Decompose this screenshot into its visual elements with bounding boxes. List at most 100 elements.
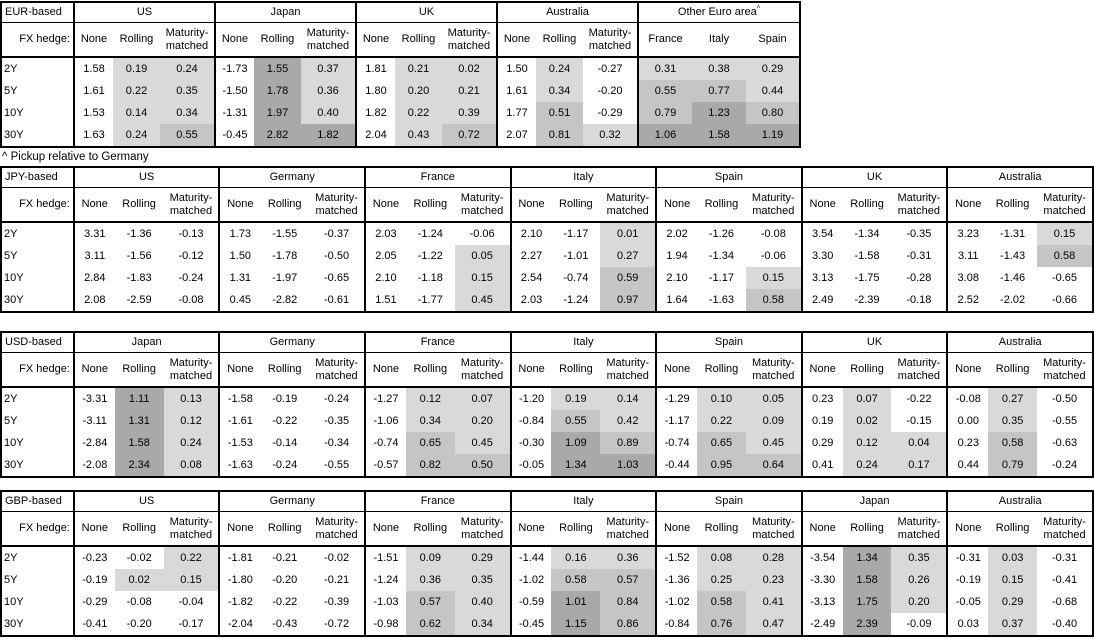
value-cell: 0.21 xyxy=(395,57,442,80)
hedge-col-header: Maturity-matched xyxy=(163,352,220,388)
country-header-germany: Germany xyxy=(218,167,365,188)
jpy-table-mount: JPY-based US Germany France Italy Spain UK Aust… xyxy=(0,166,1094,313)
value-cell: 0.19 xyxy=(113,57,160,80)
hedge-col-header: Maturity-matched xyxy=(1037,511,1093,547)
value-cell: 2.52 xyxy=(946,289,989,312)
value-cell: 2.82 xyxy=(254,124,301,147)
hedge-col-header: Maturity-matched xyxy=(1037,352,1093,388)
value-cell: 0.05 xyxy=(454,245,511,267)
value-cell: -1.24 xyxy=(417,227,443,240)
value-cell: -0.41 xyxy=(72,613,115,636)
value-cell: -0.05 xyxy=(946,591,989,613)
tenor-label: 2Y xyxy=(1,222,75,245)
value-cell: 1.51 xyxy=(364,289,406,312)
value-cell: 2.27 xyxy=(509,245,552,267)
value-cell: 0.38 xyxy=(692,57,746,80)
hedge-col-header: Maturity-matched xyxy=(163,511,220,547)
hedge-col-header: None xyxy=(218,187,261,223)
tenor-label: 2Y xyxy=(1,57,75,80)
value-cell: -1.58 xyxy=(218,387,261,410)
table-gbp-based: GBP-based US Germany France Italy Spain Japan A… xyxy=(0,490,1094,637)
value-cell: -0.24 xyxy=(1051,458,1078,471)
footnote: ^ Pickup relative to Germany xyxy=(2,151,149,163)
value-cell: 0.15 xyxy=(163,569,220,591)
value-cell: -0.84 xyxy=(509,410,552,432)
value-cell: -0.13 xyxy=(178,227,204,240)
value-cell: -0.18 xyxy=(906,293,932,306)
country-header-us: US xyxy=(72,167,220,188)
value-cell: -0.55 xyxy=(1051,414,1078,427)
value-cell: -1.17 xyxy=(563,227,589,240)
table-eur-based: EUR-based US Japan UK Australia Other Euro ar… xyxy=(0,1,801,148)
value-cell: -1.18 xyxy=(417,271,443,284)
value-cell: 0.39 xyxy=(442,102,497,124)
value-cell: 0.58 xyxy=(745,289,802,312)
value-cell: 1.61 xyxy=(496,80,536,102)
value-cell: 1.31 xyxy=(218,267,261,289)
value-cell: -0.72 xyxy=(324,617,350,630)
tenor-label: 30Y xyxy=(1,454,75,477)
country-header-us: US xyxy=(72,491,220,512)
hedge-col-header: None xyxy=(946,187,989,223)
value-cell: 0.89 xyxy=(600,432,657,454)
country-header-uk: UK xyxy=(800,332,948,353)
hedge-col-header: None xyxy=(946,511,989,547)
value-cell: 3.08 xyxy=(946,267,989,289)
value-cell: -1.29 xyxy=(655,387,698,410)
value-cell: 0.82 xyxy=(405,454,455,477)
value-cell: 2.10 xyxy=(509,222,552,245)
value-cell: -0.24 xyxy=(324,392,350,405)
value-cell: -0.02 xyxy=(324,551,350,564)
value-cell: -1.34 xyxy=(708,249,734,262)
value-cell: 0.22 xyxy=(163,546,220,569)
value-cell: -0.45 xyxy=(509,613,552,636)
value-cell: -0.08 xyxy=(760,227,786,240)
value-cell: 0.28 xyxy=(745,546,802,569)
tenor-label: 2Y xyxy=(1,546,75,569)
value-cell: -2.04 xyxy=(218,613,261,636)
value-cell: -0.14 xyxy=(272,436,298,449)
value-cell: -1.75 xyxy=(854,271,880,284)
value-cell: 0.02 xyxy=(114,569,164,591)
value-cell: 2.34 xyxy=(114,454,164,477)
hedge-col-header: Maturity-matched xyxy=(583,22,638,58)
base-label-usd-based: USD-based xyxy=(1,332,75,353)
country-header-australia: Australia xyxy=(496,2,638,23)
hedge-col-header: Maturity-matched xyxy=(309,511,366,547)
value-cell: 2.08 xyxy=(72,289,115,312)
value-cell: 0.35 xyxy=(160,80,215,102)
hedge-col-header: France xyxy=(637,22,692,58)
country-header-australia: Australia xyxy=(946,167,1093,188)
value-cell: 0.15 xyxy=(1037,222,1093,245)
value-cell: 0.55 xyxy=(551,410,601,432)
value-cell: -1.01 xyxy=(563,249,589,262)
value-cell: 0.65 xyxy=(405,432,455,454)
value-cell: -1.97 xyxy=(272,271,298,284)
value-cell: 0.77 xyxy=(692,80,746,102)
country-header-italy: Italy xyxy=(509,167,657,188)
value-cell: 0.45 xyxy=(454,432,511,454)
value-cell: 0.64 xyxy=(745,454,802,477)
tenor-label: 30Y xyxy=(1,613,75,636)
hedge-col-header: Maturity-matched xyxy=(745,187,802,223)
value-cell: 0.45 xyxy=(218,289,261,312)
value-cell: 2.49 xyxy=(800,289,843,312)
value-cell: 0.08 xyxy=(697,546,746,569)
country-header-australia: Australia xyxy=(946,332,1093,353)
value-cell: 0.31 xyxy=(637,57,692,80)
value-cell: -0.41 xyxy=(1051,573,1078,586)
value-cell: -0.22 xyxy=(906,392,932,405)
value-cell: 1.64 xyxy=(655,289,698,312)
fx-hedge-label: FX hedge: xyxy=(1,187,75,223)
value-cell: 0.86 xyxy=(600,613,657,636)
hedge-col-header: None xyxy=(218,352,261,388)
tenor-label: 5Y xyxy=(1,80,75,102)
value-cell: 1.73 xyxy=(218,222,261,245)
value-cell: -1.80 xyxy=(218,569,261,591)
value-cell: 1.09 xyxy=(551,432,601,454)
value-cell: 0.26 xyxy=(891,569,948,591)
hedge-col-header: Rolling xyxy=(395,22,442,58)
value-cell: -1.02 xyxy=(655,591,698,613)
value-cell: -0.08 xyxy=(946,387,989,410)
